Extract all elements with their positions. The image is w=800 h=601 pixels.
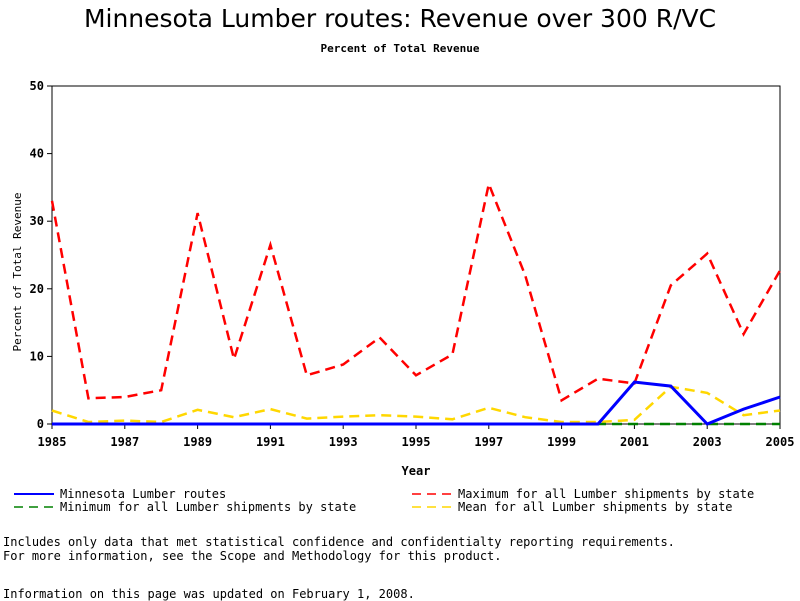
x-tick-label: 1991 <box>256 435 285 449</box>
y-axis: 0 10 20 30 40 50 <box>30 79 52 431</box>
x-tick-label: 1985 <box>38 435 67 449</box>
y-tick-label: 40 <box>30 147 44 161</box>
series-line-1 <box>50 179 782 403</box>
x-tick-label: 1993 <box>329 435 358 449</box>
x-tick-label: 1995 <box>402 435 431 449</box>
legend-label-2: Minimum for all Lumber shipments by stat… <box>60 500 356 514</box>
y-axis-label: Percent of Total Revenue <box>11 193 24 352</box>
y-tick-label: 10 <box>30 349 44 363</box>
legend-label-3: Mean for all Lumber shipments by state <box>458 500 733 514</box>
legend-label-0: Minnesota Lumber routes <box>60 487 226 501</box>
x-tick-label: 1987 <box>110 435 139 449</box>
chart-subtitle: Percent of Total Revenue <box>320 42 480 55</box>
line-chart: 0 10 20 30 40 50 1985 1987 1989 1991 1993 1995 1997… <box>11 79 795 514</box>
note-confidence: Includes only data that met statistical … <box>3 535 675 549</box>
x-tick-label: 1999 <box>547 435 576 449</box>
chart-title: Minnesota Lumber routes: Revenue over 30… <box>83 4 717 33</box>
x-tick-label: 2003 <box>693 435 722 449</box>
y-tick-label: 0 <box>37 417 44 431</box>
x-tick-label: 2001 <box>620 435 649 449</box>
note-methodology: For more information, see the Scope and … <box>3 548 502 563</box>
y-tick-label: 30 <box>30 214 44 228</box>
x-tick-label: 2005 <box>766 435 795 449</box>
update-note: Information on this page was updated on … <box>3 587 415 601</box>
y-tick-label: 50 <box>30 79 44 93</box>
x-tick-label: 1989 <box>183 435 212 449</box>
x-tick-label: 1997 <box>474 435 503 449</box>
notes: Includes only data that met statistical … <box>3 535 675 563</box>
series-layer <box>50 179 782 426</box>
x-axis: 1985 1987 1989 1991 1993 1995 1997 1999 2001 2003… <box>38 424 795 449</box>
x-axis-label: Year <box>402 464 431 478</box>
series-line-0 <box>52 380 781 426</box>
legend-label-1: Maximum for all Lumber shipments by stat… <box>458 487 754 501</box>
series-line-3 <box>51 385 781 424</box>
plot-frame <box>51 85 781 425</box>
y-tick-label: 20 <box>30 282 44 296</box>
